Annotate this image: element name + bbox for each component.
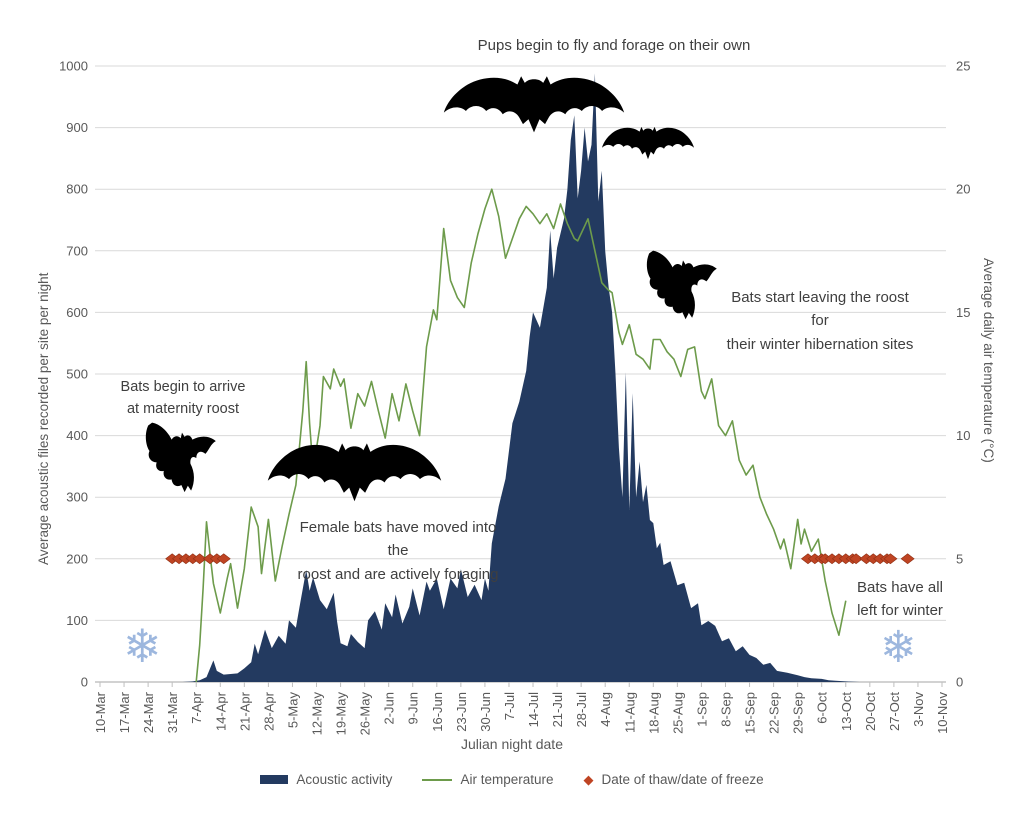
annotation-pups: Pups begin to fly and forage on their ow… [477,37,751,54]
acoustic-area-swatch [260,775,289,784]
x-tick-label: 30-Jun [478,692,493,732]
y-right-tick-label: 0 [956,675,963,690]
x-tick-label: 31-Mar [165,691,180,733]
x-tick-label: 7-Apr [189,691,204,723]
x-tick-label: 2-Jun [382,692,397,725]
x-tick-label: 22-Sep [767,692,782,734]
x-tick-label: 21-Apr [237,691,252,731]
x-tick-label: 8-Sep [718,692,733,727]
y-right-tick-label: 10 [956,428,970,443]
snowflake-icon: ❄ [123,620,162,672]
x-tick-label: 9-Jun [406,692,421,725]
diamond-swatch: ◆ [583,772,594,787]
air-temperature-line [195,188,847,683]
chart-legend: Acoustic activity Air temperature ◆ Date… [0,772,1024,787]
x-axis-title: Julian night date [461,736,563,752]
annotation-arrive: Bats begin to arrive at maternity roost [120,379,246,418]
y-right-axis-title: Average daily air temperature (°C) [981,258,996,463]
x-tick-label: 10-Mar [93,691,108,733]
x-tick-label: 3-Nov [911,692,926,727]
annotation-left-winter: Bats have all left for winter [857,579,943,620]
x-tick-label: 27-Oct [887,692,902,731]
y-right-tick-label: 20 [956,182,970,197]
annotation-female: Female bats have moved into the roost an… [297,519,499,583]
legend-label: Date of thaw/date of freeze [601,772,764,787]
y-left-tick-label: 500 [66,367,88,382]
legend-item-acoustic: Acoustic activity [260,772,392,787]
legend-label: Acoustic activity [296,772,393,787]
y-left-tick-label: 0 [81,675,88,690]
x-tick-label: 6-Oct [815,692,830,724]
y-right-tick-label: 25 [956,59,970,74]
x-tick-label: 17-Mar [117,691,132,733]
thaw-freeze-diamond [883,553,898,565]
bat-icon [601,125,695,163]
y-left-tick-label: 400 [66,428,88,443]
y-left-axis-title: Average acoustic files recorded per site… [36,272,51,565]
snowflake-icon: ❄ [880,623,917,672]
y-left-tick-label: 600 [66,305,88,320]
bat-icon [442,73,626,139]
y-left-tick-label: 1000 [59,59,88,74]
x-tick-label: 10-Nov [935,692,950,734]
temperature-line-swatch [422,778,453,781]
x-tick-label: 20-Oct [863,692,878,731]
y-left-tick-label: 800 [66,182,88,197]
x-tick-label: 24-Mar [141,691,156,733]
y-right-tick-label: 5 [956,551,963,566]
x-tick-label: 12-May [310,692,325,736]
x-tick-label: 23-Jun [454,692,469,732]
x-tick-label: 7-Jul [502,692,517,720]
y-left-tick-label: 900 [66,120,88,135]
legend-item-thaw-freeze: ◆ Date of thaw/date of freeze [583,772,763,787]
x-tick-label: 28-Apr [261,691,276,731]
x-tick-label: 14-Apr [213,691,228,731]
x-tick-label: 5-May [285,692,300,729]
x-tick-label: 15-Sep [743,692,758,734]
x-tick-label: 18-Aug [646,692,661,734]
thaw-freeze-diamond [216,553,231,565]
y-left-tick-label: 300 [66,490,88,505]
x-tick-label: 16-Jun [430,692,445,732]
legend-item-temperature: Air temperature [422,772,553,787]
x-tick-label: 4-Aug [598,692,613,727]
x-tick-label: 28-Jul [574,692,589,728]
x-tick-label: 26-May [358,692,373,736]
x-tick-label: 21-Jul [550,692,565,728]
y-left-tick-label: 700 [66,243,88,258]
thaw-freeze-diamond [900,553,915,565]
x-tick-label: 11-Aug [622,692,637,733]
y-left-tick-label: 100 [66,613,88,628]
y-right-tick-label: 15 [956,305,970,320]
y-left-tick-label: 200 [66,551,88,566]
x-tick-label: 29-Sep [791,692,806,734]
bat-icon [143,417,221,502]
bat-icon [644,245,722,329]
x-tick-label: 25-Aug [670,692,685,734]
x-tick-label: 1-Sep [694,692,709,727]
bat-icon [266,440,443,508]
annotation-leaving: Bats start leaving the roost for their w… [726,289,914,353]
x-tick-label: 19-May [334,692,349,736]
acoustic-activity-area [100,73,942,682]
x-tick-label: 13-Oct [839,692,854,731]
legend-label: Air temperature [460,772,554,787]
x-tick-label: 14-Jul [526,692,541,728]
